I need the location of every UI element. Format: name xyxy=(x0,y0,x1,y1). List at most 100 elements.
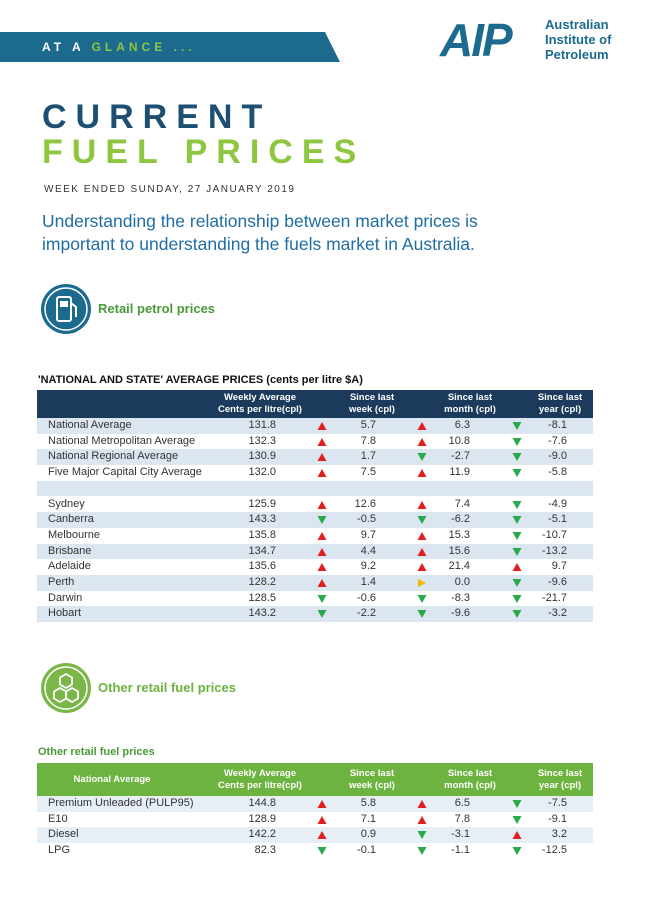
header-line: Weekly Average xyxy=(224,392,296,403)
header-line: Since last xyxy=(447,392,493,403)
value-cell: 142.2 xyxy=(248,828,276,841)
table-title: 'NATIONAL AND STATE' AVERAGE PRICES (cen… xyxy=(38,374,363,386)
trend-arrow-shape xyxy=(417,610,427,619)
value-cell: -8.1 xyxy=(548,419,567,431)
trend-arrow-shape xyxy=(417,847,427,856)
value-cell: 132.3 xyxy=(248,434,276,447)
trend-arrow-shape xyxy=(317,831,327,840)
value-cell: -7.6 xyxy=(548,434,567,447)
trend-arrow-shape xyxy=(317,847,327,856)
value-cell: 9.7 xyxy=(551,560,567,573)
title-line: CURRENT xyxy=(42,98,272,136)
trend-arrow xyxy=(317,800,327,808)
trend-arrow-shape xyxy=(512,800,522,808)
row-label: Five Major Capital City Average xyxy=(48,466,202,479)
value-cell: 3.2 xyxy=(551,828,567,841)
value-cell: 1.4 xyxy=(360,576,376,588)
value-cell: 131.8 xyxy=(248,419,276,431)
trend-arrow xyxy=(317,531,327,540)
trend-arrow-shape xyxy=(417,563,427,572)
trend-arrow xyxy=(417,437,427,446)
row-label: Darwin xyxy=(48,591,83,604)
trend-arrow xyxy=(317,831,327,840)
header-line: year (cpl) xyxy=(538,779,582,791)
header-line: Since last xyxy=(537,767,583,779)
value-cell: 134.7 xyxy=(248,544,276,557)
row-label: Sydney xyxy=(48,497,85,510)
trend-arrow-shape xyxy=(512,469,522,478)
trend-arrow-shape xyxy=(417,547,427,556)
value-cell: 144.8 xyxy=(248,797,276,809)
header-line: Cents per litre(cpl) xyxy=(218,779,302,791)
trend-arrow xyxy=(512,422,522,430)
value-cell: -9.6 xyxy=(451,607,470,620)
trend-arrow xyxy=(512,610,522,619)
fuel-icon xyxy=(41,284,91,334)
value-cell: 7.4 xyxy=(454,497,470,510)
trend-arrow xyxy=(512,800,522,808)
table-row xyxy=(37,843,593,859)
table-row xyxy=(37,418,593,434)
trend-arrow xyxy=(317,563,327,572)
trend-arrow xyxy=(417,594,427,603)
trend-arrow-shape xyxy=(317,815,327,824)
value-cell: -21.7 xyxy=(541,591,567,604)
header-cell: Since last week (cpl) xyxy=(312,392,432,416)
header-line: Since last xyxy=(349,392,395,403)
trend-arrow xyxy=(512,594,522,603)
table-row xyxy=(37,559,593,575)
value-cell: -10.7 xyxy=(541,528,567,541)
value-cell: -5.8 xyxy=(548,466,567,479)
value-cell: 15.3 xyxy=(448,528,470,541)
row-label: National Regional Average xyxy=(48,450,179,463)
trend-arrow-shape xyxy=(512,422,522,430)
trend-arrow-shape xyxy=(417,422,427,430)
header-cell: National Average xyxy=(73,773,151,785)
table-row xyxy=(37,465,593,481)
trend-arrow-shape xyxy=(417,437,427,446)
header-cell: Weekly Average Cents per litre(cpl) xyxy=(200,768,320,792)
table-row xyxy=(37,590,593,607)
row-label: Canberra xyxy=(48,513,94,526)
trend-arrow-shape xyxy=(512,579,522,587)
value-cell: -0.1 xyxy=(357,844,376,857)
row-label: E10 xyxy=(48,812,68,825)
table-header xyxy=(37,763,593,796)
trend-arrow-shape xyxy=(317,437,327,446)
trend-arrow xyxy=(417,815,427,824)
value-cell: -9.6 xyxy=(548,576,567,588)
header-line: Since last xyxy=(537,392,583,403)
trend-arrow xyxy=(317,594,327,603)
banner xyxy=(0,32,340,62)
value-cell: 0.0 xyxy=(454,576,470,588)
header-line: week (cpl) xyxy=(349,779,395,791)
table-row xyxy=(37,512,593,528)
trend-arrow xyxy=(512,531,522,540)
trend-arrow-shape xyxy=(417,453,427,462)
trend-arrow-shape xyxy=(317,422,327,430)
trend-arrow-shape xyxy=(417,800,427,808)
trend-arrow-shape xyxy=(512,815,522,824)
header-cell: Since last month (cpl) xyxy=(410,392,530,416)
table-row xyxy=(37,575,593,591)
trend-arrow-shape xyxy=(417,531,427,540)
date: WEEK ENDED SUNDAY, 27 JANUARY 2019 xyxy=(44,184,296,195)
trend-arrow-shape xyxy=(512,563,522,572)
row-label: National Metropolitan Average xyxy=(48,434,196,447)
row-label: Diesel xyxy=(48,828,79,841)
trend-arrow-shape xyxy=(317,516,327,525)
trend-arrow-shape xyxy=(512,531,522,540)
value-cell: -8.3 xyxy=(451,591,470,604)
value-cell: 7.8 xyxy=(454,812,470,825)
table-row xyxy=(37,796,593,812)
value-cell: 6.5 xyxy=(454,797,470,809)
row-label: Hobart xyxy=(48,607,82,620)
trend-arrow-shape xyxy=(317,453,327,462)
value-cell: -3.1 xyxy=(451,828,470,841)
section-label: Other retail fuel prices xyxy=(98,680,236,695)
trend-arrow-shape xyxy=(512,831,522,840)
trend-arrow xyxy=(317,516,327,525)
row-label: National Average xyxy=(48,419,132,431)
trend-arrow xyxy=(317,547,327,556)
